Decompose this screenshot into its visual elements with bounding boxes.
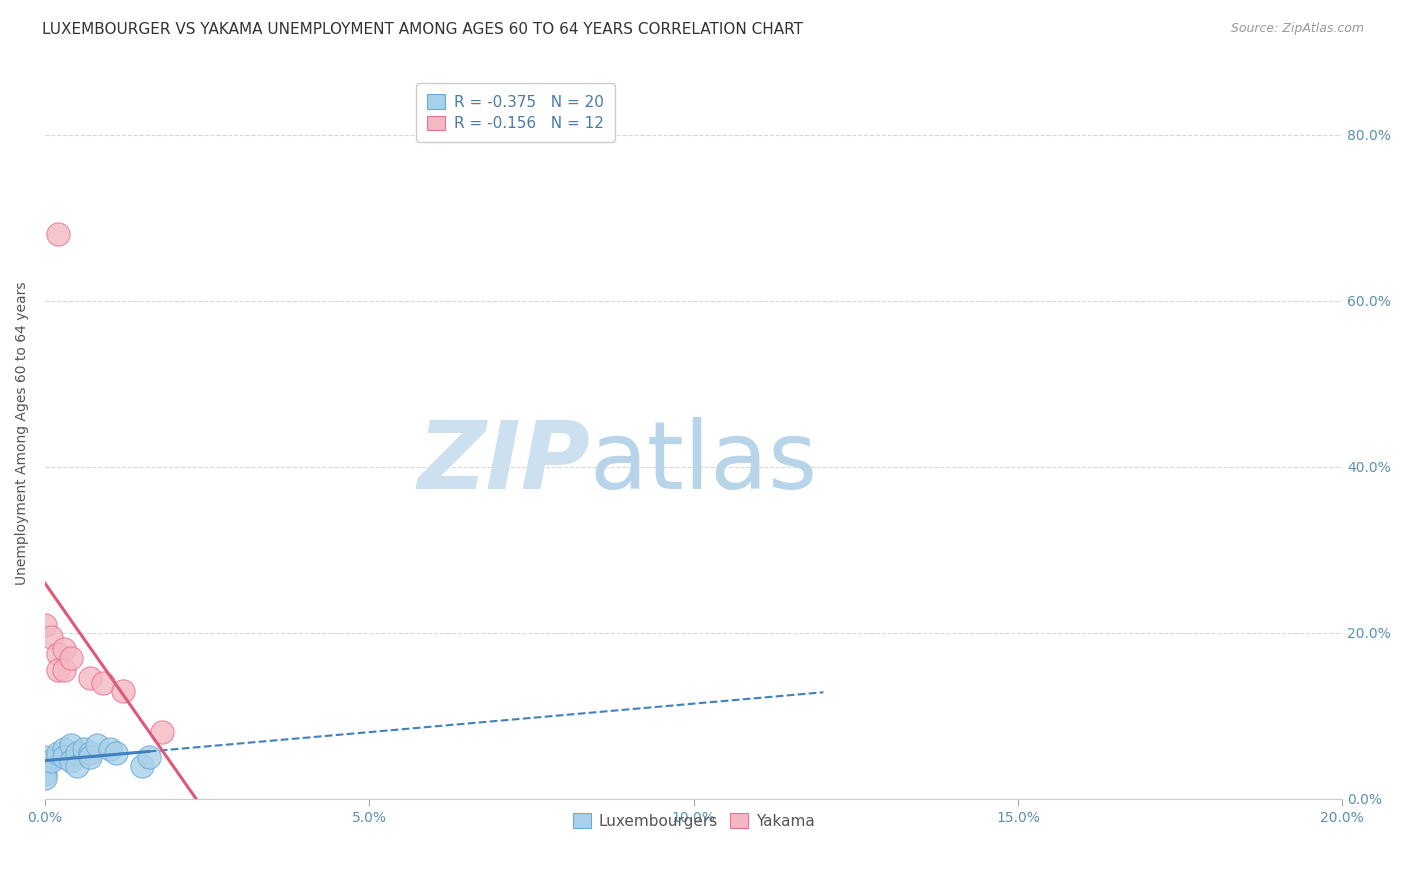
Text: ZIP: ZIP [418,417,591,509]
Point [59,650,82,665]
Point [66,746,89,760]
Point [150,725,173,739]
Point [53,742,76,756]
Point [34,767,56,781]
Point [53,750,76,764]
Point [138,750,160,764]
Point [46,746,69,760]
Point [59,738,82,752]
Y-axis label: Unemployment Among Ages 60 to 64 years: Unemployment Among Ages 60 to 64 years [15,282,30,585]
Text: Source: ZipAtlas.com: Source: ZipAtlas.com [1230,22,1364,36]
Point [34,750,56,764]
Point [93,675,115,690]
Point [46,227,69,242]
Point [41,755,63,769]
Point [86,738,108,752]
Point [59,755,82,769]
Point [105,746,128,760]
Legend: Luxembourgers, Yakama: Luxembourgers, Yakama [567,807,821,835]
Point [34,771,56,785]
Point [46,663,69,677]
Point [98,742,121,756]
Point [111,684,134,698]
Point [73,742,96,756]
Point [79,672,101,686]
Point [34,617,56,632]
Text: LUXEMBOURGER VS YAKAMA UNEMPLOYMENT AMONG AGES 60 TO 64 YEARS CORRELATION CHART: LUXEMBOURGER VS YAKAMA UNEMPLOYMENT AMON… [42,22,803,37]
Point [53,642,76,657]
Text: atlas: atlas [591,417,818,509]
Point [34,758,56,772]
Point [46,647,69,661]
Point [79,746,101,760]
Point [66,758,89,772]
Point [53,663,76,677]
Point [41,630,63,644]
Point [131,758,153,772]
Point [79,750,101,764]
